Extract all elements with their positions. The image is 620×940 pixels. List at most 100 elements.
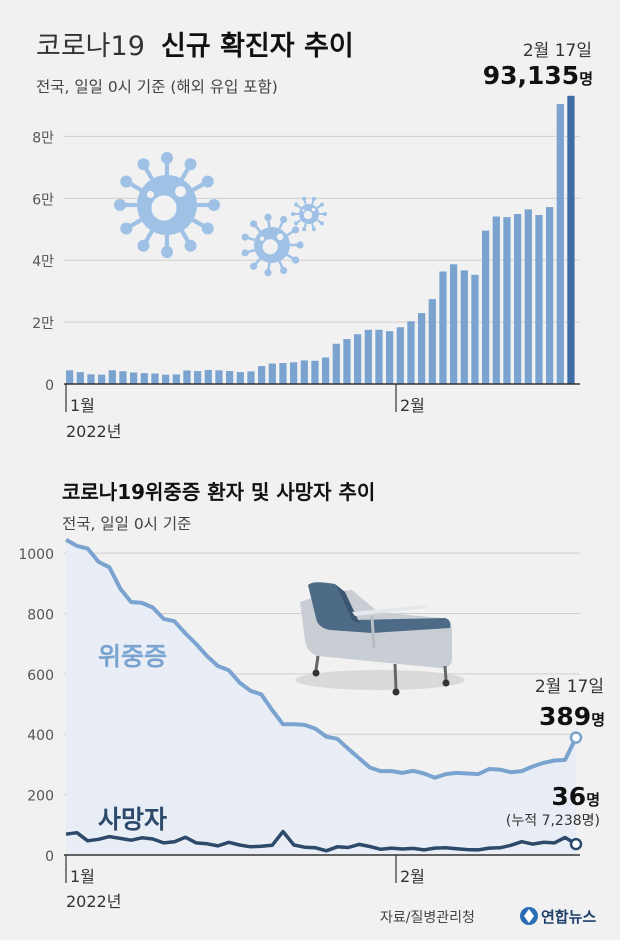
- critical-end-marker: [569, 731, 583, 744]
- confirmed-bar: [311, 360, 319, 384]
- section2-title: 코로나19위중증 환자 및 사망자 추이: [62, 480, 375, 504]
- confirmed-bar: [407, 321, 415, 384]
- bed-mattress: [308, 582, 451, 633]
- confirmed-bar: [450, 264, 458, 384]
- confirmed-bar: [428, 299, 436, 384]
- confirmed-bar: [322, 357, 330, 384]
- deaths-end-value: 36명: [551, 782, 600, 811]
- virus-core: [262, 239, 278, 255]
- virus-spike-tip: [241, 249, 249, 257]
- title-bold: 신규 확진자 추이: [161, 31, 354, 62]
- confirmed-bar: [418, 313, 426, 384]
- confirmed-bar: [236, 372, 244, 384]
- confirmed-bar: [194, 371, 202, 384]
- critical-end-value: 389명: [539, 702, 605, 731]
- confirmed-bar: [482, 230, 490, 384]
- bar-chart-year-label: 2022년: [66, 422, 121, 441]
- virus-spike-tip: [280, 266, 288, 275]
- deaths-end-number: 36: [551, 782, 586, 811]
- virus-spike-tip: [302, 196, 307, 201]
- confirmed-bar: [396, 327, 404, 384]
- bar-chart-y-tick-label: 8만: [32, 130, 54, 146]
- confirmed-bar: [439, 271, 447, 384]
- line-end-date: 2월 17일: [535, 677, 604, 697]
- yonhap-logo: 연합뉴스: [520, 907, 596, 926]
- bed-wheel-1: [312, 669, 320, 677]
- virus-spike-tip: [184, 158, 197, 171]
- virus-spike-tip: [201, 175, 214, 188]
- confirmed-bar: [268, 363, 276, 384]
- confirmed-bar: [98, 374, 106, 384]
- confirmed-bar: [546, 207, 554, 384]
- hospital-bed-illustration: [295, 582, 465, 696]
- confirmed-bar: [300, 360, 308, 384]
- confirmed-bar: [172, 374, 180, 384]
- confirmed-bar: [524, 209, 532, 384]
- virus-illustration: [114, 152, 327, 277]
- virus-spike-tip: [291, 256, 300, 264]
- virus-core: [303, 210, 313, 220]
- confirmed-bar: [108, 370, 116, 384]
- confirmed-bar: [290, 362, 298, 384]
- line-chart-y-tick-label: 800: [27, 607, 54, 623]
- virus-spike-tip: [294, 221, 299, 226]
- confirmed-bar: [492, 216, 500, 384]
- virus-spike-tip: [137, 239, 150, 252]
- confirmed-bar: [460, 270, 468, 384]
- virus-spike-tip: [323, 212, 327, 216]
- confirmed-bar: [119, 371, 127, 384]
- line-chart-x-label-feb: 2월: [400, 867, 425, 886]
- bar-chart-bars: [66, 95, 575, 385]
- confirmed-bar: [66, 370, 74, 384]
- line-chart-y-tick-label: 0: [45, 849, 54, 865]
- bed-leg-1: [314, 655, 320, 671]
- critical-area-fill: [66, 539, 576, 855]
- deaths-end-unit: 명: [586, 791, 600, 809]
- virus-core: [151, 195, 177, 221]
- confirmed-bar: [567, 95, 575, 385]
- bed-leg-3: [443, 665, 448, 681]
- virus-spike-tip: [294, 202, 299, 207]
- bed-shadow: [295, 670, 465, 690]
- virus-dot: [276, 233, 284, 241]
- line-chart-x-label-jan: 1월: [70, 867, 95, 886]
- confirmed-bar: [514, 213, 522, 384]
- yonhap-logo-text: 연합뉴스: [541, 908, 596, 926]
- virus-spike-tip: [311, 227, 316, 232]
- bed-wheel-2: [392, 688, 400, 696]
- confirmed-bar: [162, 374, 170, 384]
- bar-chart-y-tick-label: 4만: [32, 254, 54, 270]
- line-chart-y-tick-label: 600: [27, 668, 54, 684]
- virus-dot: [302, 209, 305, 212]
- bar-chart-x-label-feb: 2월: [400, 396, 425, 415]
- bed-leg-2: [393, 663, 398, 691]
- virus-dot: [259, 236, 265, 241]
- confirmed-bar: [279, 363, 287, 384]
- virus-spike-tip: [241, 233, 249, 241]
- virus-spike-tip: [120, 222, 133, 235]
- line-chart-y-tick-label: 1000: [18, 547, 54, 563]
- bar-highlight-number: 93,135: [483, 61, 579, 90]
- confirmed-bar: [215, 370, 223, 384]
- deaths-series-label: 사망자: [98, 805, 167, 834]
- virus-spike-tip: [291, 226, 300, 234]
- virus-spike-tip: [311, 196, 316, 201]
- yonhap-logo-mark: [524, 909, 534, 923]
- confirmed-bar: [343, 339, 351, 384]
- bed-wheel-3: [442, 679, 450, 687]
- confirmed-bar: [258, 366, 266, 384]
- virus-spike-tip: [120, 175, 133, 188]
- subtitle: 전국, 일일 0시 기준 (해외 유입 포함): [36, 78, 278, 96]
- bar-highlight-date: 2월 17일: [523, 41, 592, 61]
- virus-spike-tip: [161, 246, 173, 258]
- confirmed-bar: [76, 372, 84, 384]
- virus-icon: [291, 196, 327, 232]
- line-chart-y-tick-label: 200: [27, 789, 54, 805]
- line-chart-y-tick-label: 400: [27, 728, 54, 744]
- critical-series-line: [65, 538, 578, 780]
- virus-spike-tip: [161, 152, 173, 164]
- virus-dot: [175, 186, 186, 197]
- confirmed-bar: [535, 214, 543, 384]
- virus-spike-tip: [114, 199, 126, 211]
- bed-table: [352, 605, 428, 616]
